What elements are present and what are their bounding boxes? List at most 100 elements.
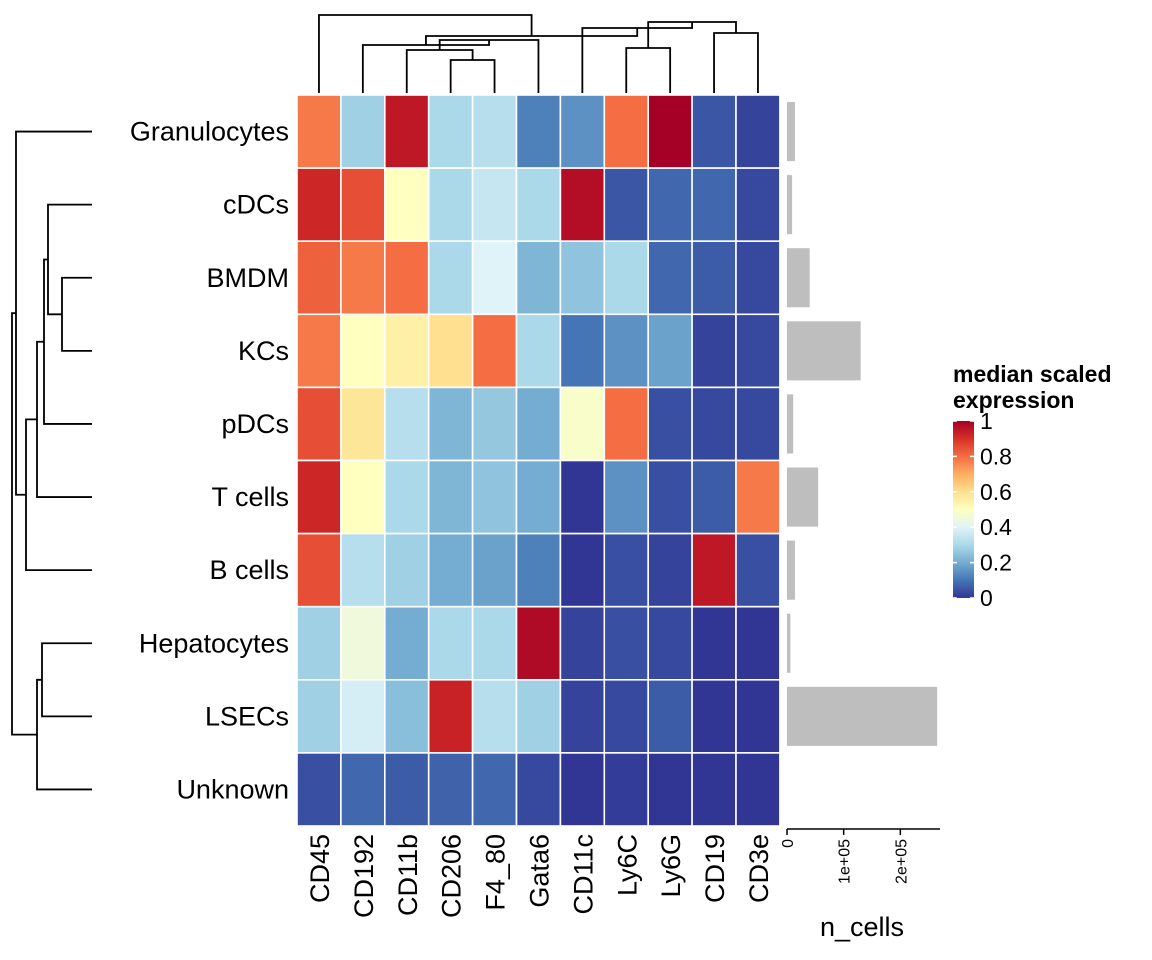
- heatmap-cell: [471, 459, 518, 535]
- heatmap-cell: [735, 605, 781, 681]
- heatmap-cell: [647, 167, 693, 243]
- heatmap-cell: [647, 240, 693, 316]
- heatmap-cell: [296, 386, 342, 462]
- column-labels: CD45 CD192 CD11b CD206 F4_80 Gata6 CD11c Ly6C Ly…: [305, 834, 774, 918]
- n-cells-bar: [787, 394, 794, 454]
- n-cells-tick-label: 1e+05: [837, 839, 854, 884]
- heatmap-cell: [340, 167, 386, 243]
- heatmap-cell: [296, 678, 342, 754]
- heatmap-cell: [559, 605, 606, 681]
- heatmap-cell: [691, 678, 737, 754]
- column-dendrogram-link: [361, 40, 490, 93]
- n-cells-bar: [787, 686, 938, 746]
- heatmap-cell: [515, 605, 562, 681]
- heatmap-cell: [515, 459, 562, 535]
- heatmap-cell: [340, 94, 386, 169]
- heatmap-cell: [340, 386, 386, 462]
- heatmap-cell: [559, 94, 606, 169]
- heatmap-cell: [340, 532, 386, 608]
- heatmap-cell: [603, 752, 649, 827]
- heatmap-cell: [383, 532, 430, 608]
- column-label: CD19: [700, 834, 730, 903]
- heatmap-cell: [383, 240, 430, 316]
- heatmap-cell: [471, 313, 518, 389]
- legend-tick-label: 0: [980, 585, 993, 611]
- column-label: CD3e: [744, 834, 774, 903]
- heatmap-cell: [340, 459, 386, 535]
- n-cells-annotation: 0 1e+05 2e+05 n_cells: [780, 102, 940, 942]
- heatmap-cell: [427, 459, 474, 535]
- heatmap-cell: [559, 532, 606, 608]
- row-dendrogram-link: [61, 276, 92, 352]
- heatmap-cell: [296, 313, 342, 389]
- heatmap-cell: [427, 240, 474, 316]
- heatmap-cell: [296, 605, 342, 681]
- n-cells-tick-label: 2e+05: [893, 839, 910, 884]
- heatmap-cell: [647, 313, 693, 389]
- heatmap-cell: [735, 532, 781, 608]
- heatmap-cell: [340, 240, 386, 316]
- heatmap-cell: [471, 605, 518, 681]
- heatmap-cell: [647, 386, 693, 462]
- heatmap-cell: [296, 459, 342, 535]
- heatmap-cell: [515, 678, 562, 754]
- heatmap-cell: [691, 386, 737, 462]
- heatmap-cell: [296, 167, 342, 243]
- heatmap-cell: [427, 167, 474, 243]
- heatmap-cell: [515, 94, 562, 169]
- heatmap-cell: [340, 313, 386, 389]
- column-label: Gata6: [524, 834, 554, 908]
- legend-tick-label: 0.4: [980, 514, 1012, 540]
- heatmap-cell: [559, 752, 606, 827]
- heatmap-cell: [427, 752, 474, 827]
- heatmap-cell: [515, 240, 562, 316]
- heatmap-cell: [647, 532, 693, 608]
- legend-tick-label: 1: [980, 408, 993, 434]
- column-label: CD11c: [568, 834, 598, 915]
- row-dendrogram-link: [11, 312, 37, 736]
- heatmap-cell: [383, 313, 430, 389]
- n-cells-bar: [787, 102, 795, 162]
- heatmap-cell: [471, 240, 518, 316]
- heatmap-cell: [515, 532, 562, 608]
- heatmap-cell: [735, 752, 781, 827]
- heatmap-cell: [427, 94, 474, 169]
- heatmap-cell: [471, 532, 518, 608]
- heatmap-cell: [559, 313, 606, 389]
- heatmap-cell: [735, 167, 781, 243]
- heatmap-cell: [691, 459, 737, 535]
- row-label: Unknown: [176, 774, 289, 804]
- heatmap-cell: [647, 94, 693, 169]
- heatmap-cell: [691, 240, 737, 316]
- heatmap-cell: [647, 678, 693, 754]
- heatmap-cell: [471, 752, 518, 827]
- n-cells-bar: [787, 540, 795, 600]
- n-cells-bar: [787, 613, 791, 673]
- heatmap-cell: [647, 605, 693, 681]
- heatmap-cell: [603, 678, 649, 754]
- row-dendrogram-link: [43, 258, 92, 425]
- heatmap-cell: [515, 167, 562, 243]
- row-dendrogram-link: [36, 340, 92, 498]
- heatmap-cell: [383, 678, 430, 754]
- heatmap-cell: [603, 459, 649, 535]
- heatmap-cell: [515, 386, 562, 462]
- row-dendrogram: [11, 130, 92, 791]
- column-label: CD45: [305, 834, 335, 903]
- legend-title-line: median scaled: [953, 361, 1112, 387]
- legend-tick-label: 0.6: [980, 479, 1012, 505]
- row-dendrogram-link: [25, 418, 92, 572]
- heatmap-cell: [427, 313, 474, 389]
- heatmap-cell: [340, 605, 386, 681]
- row-label: Granulocytes: [130, 117, 289, 147]
- heatmap-cell: [383, 94, 430, 169]
- heatmap-cell: [383, 752, 430, 827]
- heatmap-cell: [471, 167, 518, 243]
- row-label: LSECs: [205, 701, 289, 731]
- row-dendrogram-link: [47, 203, 92, 316]
- heatmap-cell: [735, 94, 781, 169]
- heatmap-cell: [603, 94, 649, 169]
- heatmap-cell: [427, 386, 474, 462]
- heatmap-cell: [691, 94, 737, 169]
